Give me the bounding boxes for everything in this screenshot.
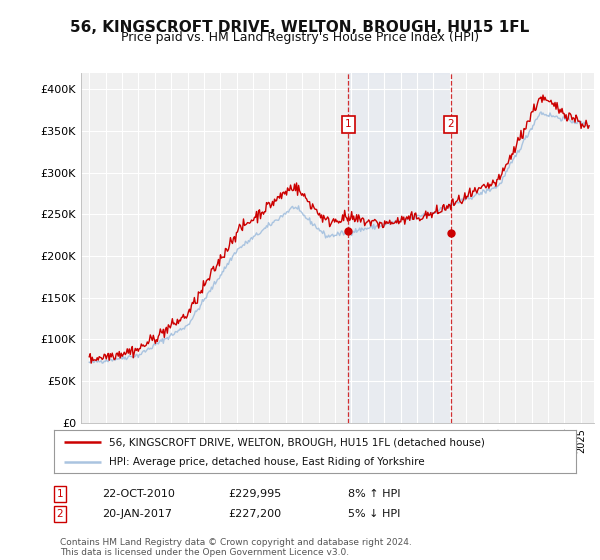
Text: 5% ↓ HPI: 5% ↓ HPI [348,509,400,519]
Text: 2: 2 [447,119,454,129]
Text: 2: 2 [56,509,64,519]
Text: 1: 1 [56,489,64,499]
Bar [348,73,451,423]
Text: 20-JAN-2017: 20-JAN-2017 [102,509,172,519]
Text: £227,200: £227,200 [228,509,281,519]
Text: HPI: Average price, detached house, East Riding of Yorkshire: HPI: Average price, detached house, East… [109,458,424,468]
Text: 8% ↑ HPI: 8% ↑ HPI [348,489,401,499]
Text: 56, KINGSCROFT DRIVE, WELTON, BROUGH, HU15 1FL: 56, KINGSCROFT DRIVE, WELTON, BROUGH, HU… [70,20,530,35]
Text: £229,995: £229,995 [228,489,281,499]
Text: Contains HM Land Registry data © Crown copyright and database right 2024.
This d: Contains HM Land Registry data © Crown c… [60,538,412,557]
Text: 56, KINGSCROFT DRIVE, WELTON, BROUGH, HU15 1FL (detached house): 56, KINGSCROFT DRIVE, WELTON, BROUGH, HU… [109,437,485,447]
Text: 22-OCT-2010: 22-OCT-2010 [102,489,175,499]
Text: Price paid vs. HM Land Registry's House Price Index (HPI): Price paid vs. HM Land Registry's House … [121,31,479,44]
Text: 1: 1 [345,119,352,129]
